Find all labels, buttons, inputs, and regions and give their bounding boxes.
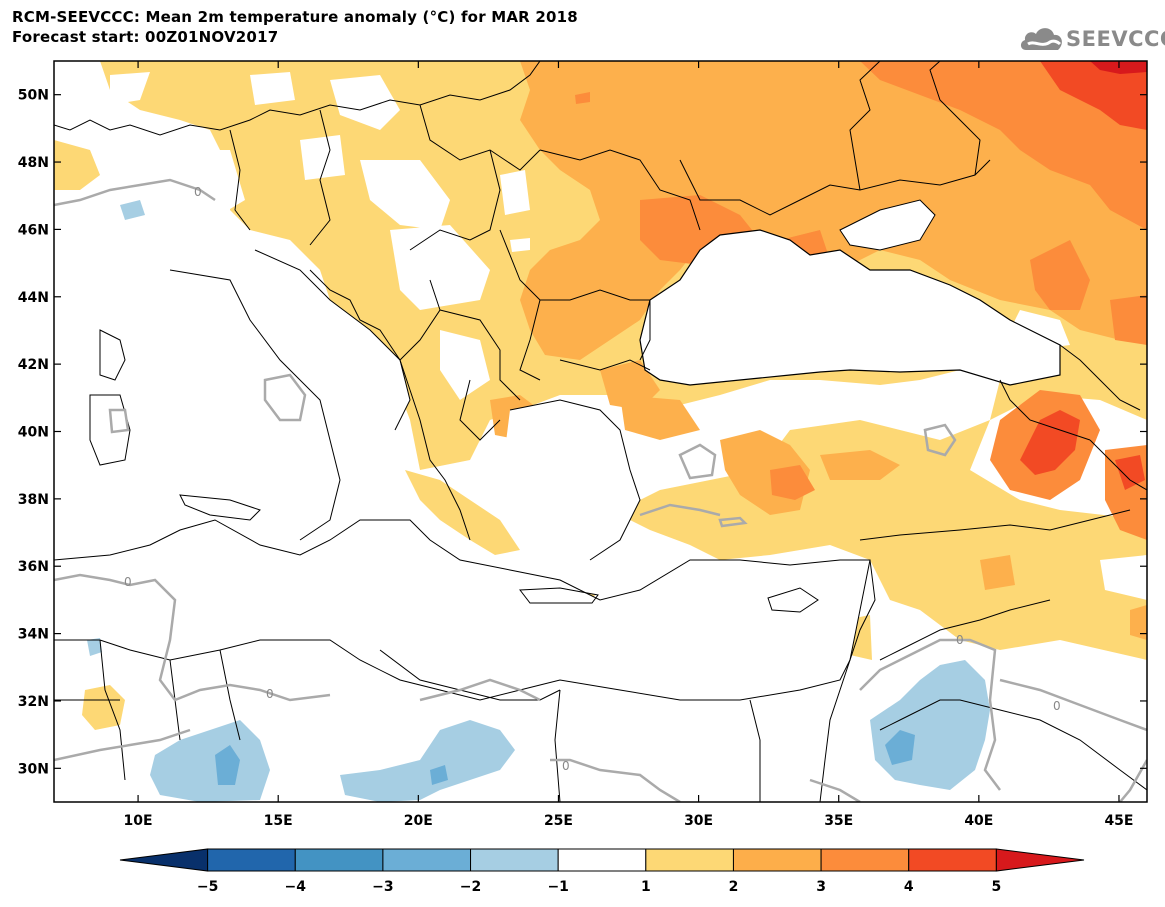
colorbar-box xyxy=(820,848,910,872)
lat-tick-label: 46N xyxy=(18,222,49,238)
colorbar-box xyxy=(645,848,734,872)
colorbar-level-label: −4 xyxy=(285,879,307,895)
lon-tick-label: 15E xyxy=(264,813,293,829)
colorbar-level-label: 2 xyxy=(729,879,739,895)
lon-tick-label: 35E xyxy=(824,813,853,829)
lat-tick-label: 50N xyxy=(18,88,49,104)
colorbar-level-label: −1 xyxy=(547,879,568,895)
colorbar-min-triangle xyxy=(119,848,209,872)
colorbar-box xyxy=(294,848,384,872)
lat-tick-label: 48N xyxy=(18,155,49,171)
anomaly-minus2-3-fill xyxy=(215,730,915,785)
contour-label: 0 xyxy=(266,687,274,701)
anomaly-2-3-fill xyxy=(490,61,1147,640)
longitude-axis: 10E 15E 20E 25E 30E 35E 40E 45E xyxy=(124,61,1133,829)
lat-tick-label: 40N xyxy=(18,425,49,441)
colorbar-level-label: 5 xyxy=(991,879,1001,895)
contour-label: 0 xyxy=(194,185,202,199)
contour-label: 0 xyxy=(956,633,964,647)
lat-tick-label: 30N xyxy=(18,761,49,777)
seevccc-logo: SEEVCCC xyxy=(1018,22,1165,56)
zero-contour-labels: 0 0 0 0 0 0 xyxy=(124,185,1061,773)
tyrrhenian-sea xyxy=(54,270,340,540)
colorbar-box xyxy=(382,848,472,872)
map-title: RCM-SEEVCCC: Mean 2m temperature anomaly… xyxy=(12,8,578,26)
lon-tick-label: 10E xyxy=(124,813,153,829)
contour-label: 0 xyxy=(1053,699,1061,713)
adriatic-sea xyxy=(255,250,410,430)
colorbar-level-label: 1 xyxy=(641,879,651,895)
lon-tick-label: 40E xyxy=(964,813,993,829)
lat-tick-label: 42N xyxy=(18,357,49,373)
aegean-sea xyxy=(500,400,640,560)
colorbar-level-label: −3 xyxy=(372,879,393,895)
colorbar-max-triangle xyxy=(995,848,1085,872)
lon-tick-label: 30E xyxy=(684,813,713,829)
colorbar: −5 −4 −3 −2 −1 1 2 3 4 5 xyxy=(119,848,1085,895)
anomaly-4-5-fill xyxy=(1020,61,1147,490)
contour-label: 0 xyxy=(124,575,132,589)
coastlines-borders xyxy=(54,61,1147,802)
zero-contours xyxy=(54,178,1147,802)
mediterranean-sea xyxy=(54,520,870,700)
colorbar-box xyxy=(557,848,647,872)
lon-tick-label: 45E xyxy=(1104,813,1133,829)
contour-label: 0 xyxy=(562,759,570,773)
lat-tick-label: 38N xyxy=(18,492,49,508)
sea-coastlines xyxy=(54,249,871,701)
lon-tick-label: 25E xyxy=(544,813,573,829)
logo-text: SEEVCCC xyxy=(1066,27,1165,51)
cloud-icon xyxy=(1020,28,1062,50)
colorbar-level-label: 4 xyxy=(904,879,914,895)
black-sea xyxy=(639,229,1061,386)
lat-tick-label: 34N xyxy=(18,627,49,643)
colorbar-level-label: 3 xyxy=(816,879,826,895)
lat-tick-label: 36N xyxy=(18,559,49,575)
lat-tick-label: 32N xyxy=(18,694,49,710)
colorbar-box xyxy=(470,848,559,872)
colorbar-level-label: −5 xyxy=(197,879,218,895)
lon-tick-label: 20E xyxy=(404,813,433,829)
map-area: 0 0 0 0 0 0 xyxy=(54,61,1147,802)
colorbar-box xyxy=(207,848,296,872)
sea-of-azov xyxy=(839,199,936,251)
colorbar-box xyxy=(732,848,822,872)
forecast-start-label: Forecast start: 00Z01NOV2017 xyxy=(12,28,279,46)
colorbar-box xyxy=(908,848,997,872)
lat-tick-label: 44N xyxy=(18,290,49,306)
latitude-axis: 50N 48N 46N 44N 42N 40N 38N 36N 34N 32N 30N xyxy=(18,88,1147,777)
colorbar-level-label: −2 xyxy=(460,879,481,895)
